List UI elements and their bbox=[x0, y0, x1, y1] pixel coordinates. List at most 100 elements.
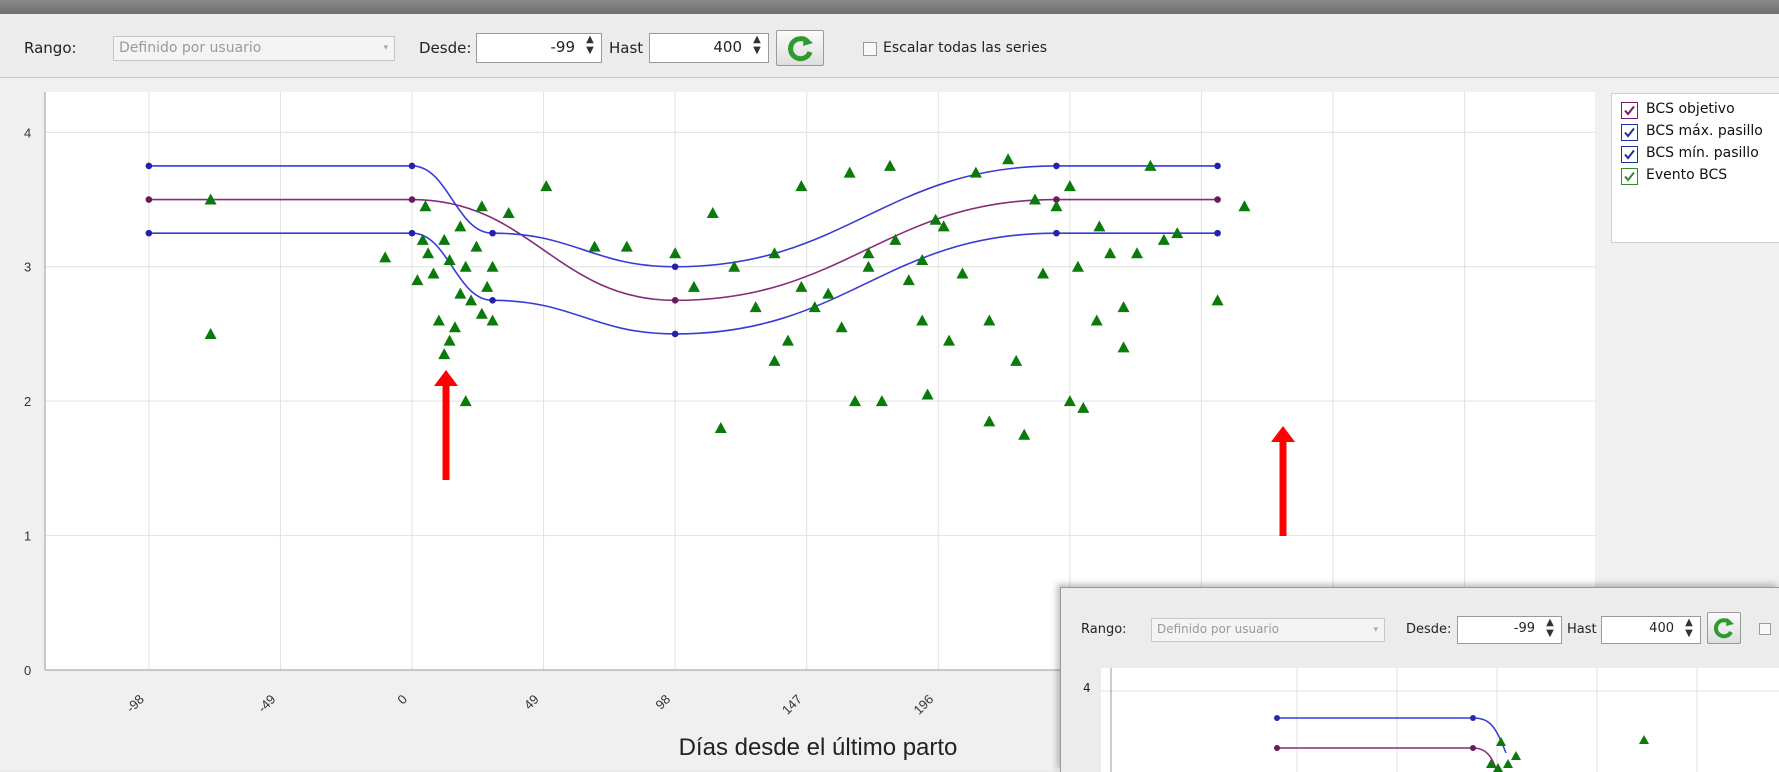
bcs-event-point bbox=[470, 240, 483, 252]
bcs-event-point bbox=[1037, 267, 1050, 279]
scale-all-checkbox[interactable] bbox=[863, 42, 877, 56]
inset-hasta-label: Hast bbox=[1567, 622, 1597, 637]
inset-point bbox=[1470, 715, 1476, 721]
series-point bbox=[145, 229, 153, 237]
inset-hasta-value: 400 bbox=[1649, 621, 1674, 636]
series-point bbox=[1214, 196, 1221, 203]
inset-desde-spinner[interactable]: -99 ▲ ▼ bbox=[1457, 616, 1562, 644]
bcs-event-point bbox=[808, 301, 821, 313]
bcs-event-point bbox=[379, 251, 392, 263]
x-tick-label: 147 bbox=[779, 692, 805, 718]
series-point bbox=[1053, 162, 1060, 170]
inset-scale-checkbox[interactable] bbox=[1759, 623, 1771, 635]
bcs-event-point bbox=[438, 348, 451, 360]
bcs-event-point bbox=[862, 260, 875, 272]
bcs-event-point bbox=[983, 314, 996, 326]
bcs-event-point bbox=[937, 220, 950, 232]
bcs-event-point bbox=[1090, 314, 1103, 326]
bcs-event-point bbox=[448, 321, 461, 333]
x-tick-label: -98 bbox=[123, 692, 147, 716]
series-point bbox=[1214, 162, 1221, 170]
y-tick-label: 3 bbox=[24, 260, 31, 275]
bcs-event-point bbox=[1018, 428, 1031, 440]
bcs-chart: 0 1 2 3 4 -98 -49 0 49 98 147 196 Días desde el úl… bbox=[24, 92, 1595, 761]
bcs-event-point bbox=[588, 240, 601, 252]
bcs-event-point bbox=[540, 180, 553, 192]
bcs-event-point bbox=[1093, 220, 1106, 232]
bcs-event-point bbox=[943, 334, 956, 346]
series-point bbox=[1053, 229, 1060, 237]
bcs-event-point bbox=[969, 166, 982, 178]
bcs-event-point bbox=[728, 260, 741, 272]
y-tick-label: 4 bbox=[24, 125, 31, 140]
plot-area bbox=[45, 92, 1595, 670]
x-tick-label: 0 bbox=[394, 692, 410, 708]
y-tick-label: 1 bbox=[24, 529, 31, 544]
spin-arrows-icon[interactable]: ▲ ▼ bbox=[1546, 617, 1554, 639]
bcs-event-point bbox=[465, 294, 478, 306]
bcs-event-point bbox=[486, 314, 499, 326]
bcs-event-point bbox=[1171, 227, 1184, 239]
x-tick-label: 196 bbox=[910, 692, 936, 718]
legend-checkbox[interactable] bbox=[1621, 146, 1638, 163]
x-tick-label: 49 bbox=[521, 692, 542, 713]
bcs-event-point bbox=[443, 334, 456, 346]
toolbar: Rango: Definido por usuario ▾ Desde: -99… bbox=[0, 14, 1779, 78]
spin-arrows-icon[interactable]: ▲ ▼ bbox=[1685, 617, 1693, 639]
legend-label: BCS máx. pasillo bbox=[1646, 123, 1763, 139]
series-lines bbox=[145, 162, 1221, 338]
series-point bbox=[489, 229, 496, 237]
bcs-event-point bbox=[1010, 354, 1023, 366]
bcs-event-point bbox=[714, 422, 727, 434]
inset-hasta-spinner[interactable]: 400 ▲ ▼ bbox=[1601, 616, 1701, 644]
rango-value: Definido por usuario bbox=[119, 40, 262, 56]
bcs-event-point bbox=[419, 200, 432, 212]
bcs-event-point bbox=[422, 247, 435, 259]
inset-scatter-points bbox=[1486, 735, 1649, 772]
bcs-event-point bbox=[822, 287, 835, 299]
check-icon bbox=[1624, 105, 1635, 116]
y-tick-label: 2 bbox=[24, 394, 31, 409]
refresh-button[interactable] bbox=[776, 30, 824, 66]
spin-arrows-icon[interactable]: ▲ ▼ bbox=[586, 34, 594, 56]
bcs-event-point bbox=[768, 354, 781, 366]
legend-checkbox[interactable] bbox=[1621, 102, 1638, 119]
bcs-event-point bbox=[427, 267, 440, 279]
bcs-event-point bbox=[795, 280, 808, 292]
bcs-event-point bbox=[481, 280, 494, 292]
bcs-event-point bbox=[843, 166, 856, 178]
inset-refresh-button[interactable] bbox=[1707, 612, 1741, 644]
inset-rango-dropdown[interactable]: Definido por usuario ▾ bbox=[1151, 618, 1385, 642]
legend-checkbox[interactable] bbox=[1621, 168, 1638, 185]
bcs-event-point bbox=[475, 307, 488, 319]
bcs-event-point bbox=[1117, 301, 1130, 313]
bcs-event-point bbox=[1028, 193, 1041, 205]
hasta-spinner[interactable]: 400 ▲ ▼ bbox=[649, 33, 769, 63]
bcs-event-point bbox=[502, 206, 515, 218]
spin-arrows-icon[interactable]: ▲ ▼ bbox=[753, 34, 761, 56]
bcs-event-point bbox=[687, 280, 700, 292]
rango-dropdown[interactable]: Definido por usuario ▾ bbox=[113, 36, 395, 61]
desde-spinner[interactable]: -99 ▲ ▼ bbox=[476, 33, 602, 63]
bcs-event-point bbox=[883, 159, 896, 171]
bcs-event-point bbox=[781, 334, 794, 346]
bcs-event-point bbox=[835, 321, 848, 333]
series-point bbox=[671, 297, 679, 304]
series-point bbox=[408, 229, 416, 237]
bcs-event-point bbox=[1104, 247, 1117, 259]
bcs-event-point bbox=[620, 240, 633, 252]
bcs-event-point bbox=[432, 314, 445, 326]
bcs-event-point bbox=[1238, 200, 1251, 212]
inset-screenshot: Rango: Definido por usuario ▾ Desde: -99… bbox=[1060, 587, 1779, 772]
bcs-event-point bbox=[768, 247, 781, 259]
inset-plot-area: 4 bbox=[1083, 668, 1779, 772]
bcs-event-point bbox=[902, 274, 915, 286]
bcs-event-point bbox=[889, 233, 902, 245]
series-point bbox=[671, 330, 679, 338]
chevron-down-icon: ▾ bbox=[1373, 625, 1378, 635]
bcs-event-point bbox=[475, 200, 488, 212]
red-arrow-2-head bbox=[1271, 426, 1295, 442]
inset-y-tick: 4 bbox=[1083, 681, 1091, 695]
x-tick-label: -49 bbox=[255, 692, 279, 716]
legend-checkbox[interactable] bbox=[1621, 124, 1638, 141]
